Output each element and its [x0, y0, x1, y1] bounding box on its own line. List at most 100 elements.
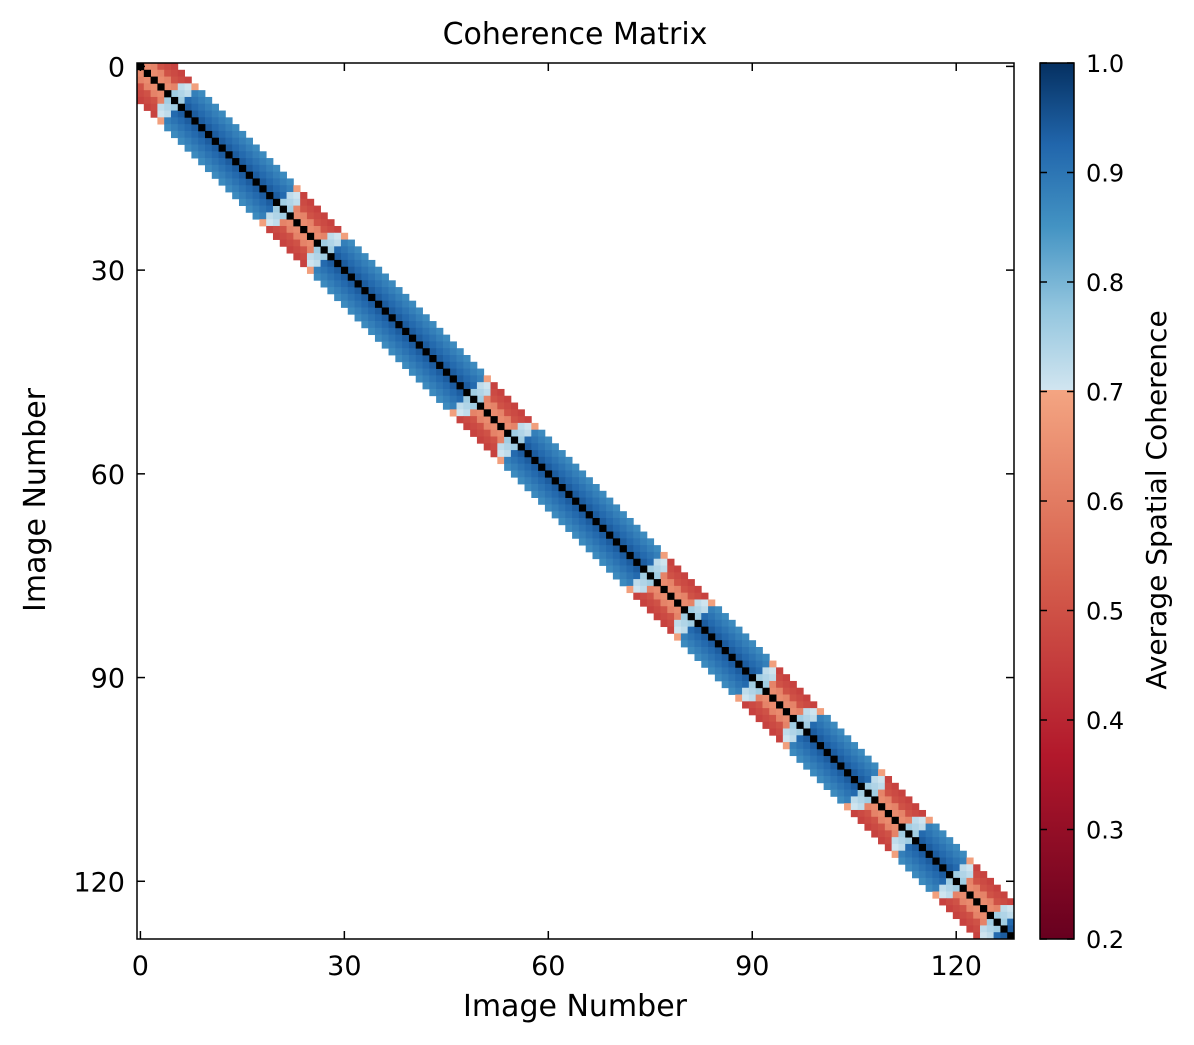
heatmap-cell: [735, 626, 743, 634]
heatmap-cell: [374, 307, 383, 315]
diagonal-cell: [728, 653, 736, 661]
heatmap-cell: [912, 843, 920, 852]
heatmap-cell: [701, 640, 709, 648]
heatmap-cell: [232, 137, 240, 145]
heatmap-cell: [306, 253, 315, 261]
heatmap-cell: [238, 130, 247, 139]
heatmap-cell: [844, 776, 852, 784]
heatmap-cell: [211, 151, 219, 159]
y-axis-ticks: 0 30 60 90 120: [73, 52, 1014, 898]
heatmap-cell: [633, 592, 641, 600]
heatmap-cell: [245, 192, 253, 200]
heatmap-cell: [653, 551, 661, 560]
heatmap-cell: [402, 307, 410, 315]
heatmap-cell: [137, 90, 145, 98]
heatmap-cell: [470, 402, 478, 410]
heatmap-cell: [510, 443, 519, 451]
heatmap-cell: [449, 409, 457, 417]
heatmap-cell: [456, 368, 464, 376]
heatmap-cell: [728, 633, 736, 641]
heatmap-cell: [483, 436, 491, 444]
heatmap-cell: [313, 246, 321, 254]
heatmap-cell: [966, 857, 974, 865]
heatmap-cell: [973, 932, 981, 940]
heatmap-cell: [306, 259, 315, 268]
heatmap-cell: [986, 898, 995, 906]
heatmap-cell: [871, 816, 879, 824]
heatmap-cell: [572, 531, 580, 539]
heatmap-cell: [490, 409, 498, 417]
heatmap-cell: [470, 361, 478, 369]
heatmap-cell: [939, 884, 947, 892]
heatmap-cell: [320, 212, 328, 220]
heatmap-cell: [374, 327, 383, 336]
heatmap-cell: [143, 83, 151, 91]
heatmap-cell: [470, 382, 478, 390]
heatmap-cell: [517, 470, 525, 478]
heatmap-cell: [782, 674, 791, 682]
heatmap-cell: [796, 714, 804, 723]
heatmap-cell: [558, 504, 566, 512]
diagonal-cell: [810, 735, 818, 743]
heatmap-cell: [374, 314, 383, 322]
heatmap-cell: [660, 606, 668, 614]
heatmap-cell: [973, 884, 981, 892]
heatmap-cell: [823, 714, 831, 723]
heatmap-cell: [551, 450, 559, 458]
heatmap-cell: [429, 361, 437, 369]
heatmap-cell: [660, 551, 668, 560]
heatmap-cell: [687, 592, 695, 600]
heatmap-cell: [551, 497, 559, 505]
heatmap-cell: [762, 680, 770, 689]
heatmap-cell: [932, 871, 940, 879]
diagonal-cell: [701, 626, 709, 634]
heatmap-cell: [748, 701, 757, 709]
heatmap-cell: [334, 239, 342, 247]
heatmap-cell: [864, 782, 872, 790]
diagonal-cell: [884, 809, 893, 818]
heatmap-cell: [612, 545, 621, 553]
heatmap-cell: [558, 490, 566, 498]
heatmap-cell: [300, 246, 308, 254]
heatmap-cell: [776, 728, 784, 736]
heatmap-cell: [803, 701, 811, 709]
heatmap-cell: [476, 395, 485, 403]
heatmap-cell: [762, 714, 770, 723]
heatmap-cell: [1000, 905, 1008, 913]
diagonal-cell: [932, 857, 940, 865]
heatmap-cell: [844, 789, 852, 797]
heatmap-cell: [184, 137, 192, 145]
heatmap-cell: [667, 572, 675, 580]
heatmap-cell: [429, 382, 437, 390]
heatmap-cell: [395, 327, 403, 336]
diagonal-cells: [137, 63, 1015, 940]
heatmap-cell: [680, 626, 689, 634]
heatmap-cell: [198, 96, 206, 105]
heatmap-cell: [415, 321, 423, 329]
heatmap-cell: [810, 769, 818, 777]
heatmap-cell: [619, 517, 627, 526]
heatmap-cell: [653, 599, 661, 607]
heatmap-cell: [395, 355, 403, 363]
heatmap-cell: [150, 96, 158, 105]
colorbar-ticks: 0.2 0.3 0.4 0.5 0.6 0.7 0.8 0.9 1.0: [1040, 50, 1124, 954]
heatmap-cell: [211, 158, 219, 166]
heatmap-cell: [354, 246, 362, 254]
x-tick-label: 120: [930, 951, 982, 982]
heatmap-cell: [388, 300, 396, 308]
heatmap-cell: [354, 259, 362, 268]
diagonal-cell: [334, 259, 342, 268]
heatmap-cell: [694, 585, 702, 594]
heatmap-cell: [599, 497, 607, 505]
heatmap-cell: [742, 647, 750, 655]
heatmap-cell: [272, 219, 281, 227]
heatmap-cell: [544, 436, 553, 444]
heatmap-cell: [463, 375, 471, 383]
heatmap-cell: [816, 748, 825, 757]
heatmap-cell: [721, 680, 729, 689]
heatmap-cell: [918, 823, 927, 831]
heatmap-cell: [776, 687, 784, 695]
heatmap-cell: [449, 382, 457, 390]
heatmap-cell: [306, 246, 315, 254]
diagonal-cell: [993, 918, 1001, 926]
